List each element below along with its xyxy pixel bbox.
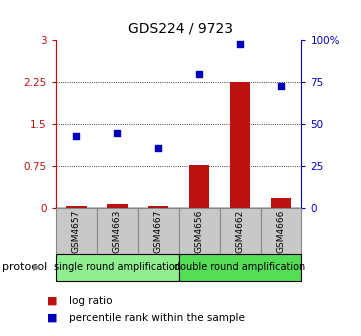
Text: log ratio: log ratio <box>69 296 112 306</box>
Text: GSM4667: GSM4667 <box>154 209 163 253</box>
Text: ▶: ▶ <box>33 262 41 272</box>
Text: GSM4662: GSM4662 <box>236 209 244 253</box>
Point <box>278 83 284 88</box>
Text: double round amplification: double round amplification <box>174 262 306 272</box>
Point <box>237 41 243 46</box>
Bar <box>189 165 209 208</box>
Text: ■: ■ <box>47 296 57 306</box>
Bar <box>138 208 179 254</box>
Bar <box>219 208 261 254</box>
Bar <box>56 208 97 254</box>
Bar <box>179 254 301 281</box>
Text: GSM4663: GSM4663 <box>113 209 122 253</box>
Bar <box>179 208 219 254</box>
Bar <box>230 82 250 208</box>
Bar <box>66 206 87 208</box>
Bar <box>271 198 291 208</box>
Point <box>155 145 161 151</box>
Text: GSM4657: GSM4657 <box>72 209 81 253</box>
Point <box>196 71 202 77</box>
Text: percentile rank within the sample: percentile rank within the sample <box>69 312 244 323</box>
Text: single round amplification: single round amplification <box>54 262 181 272</box>
Text: GSM4666: GSM4666 <box>277 209 286 253</box>
Text: protocol: protocol <box>2 262 47 272</box>
Text: GDS224 / 9723: GDS224 / 9723 <box>128 22 233 36</box>
Bar <box>97 208 138 254</box>
Point <box>74 133 79 139</box>
Point <box>114 130 120 135</box>
Bar <box>261 208 301 254</box>
Text: GSM4656: GSM4656 <box>195 209 204 253</box>
Bar <box>56 254 179 281</box>
Text: ■: ■ <box>47 312 57 323</box>
Bar <box>148 206 169 208</box>
Bar <box>107 204 127 208</box>
